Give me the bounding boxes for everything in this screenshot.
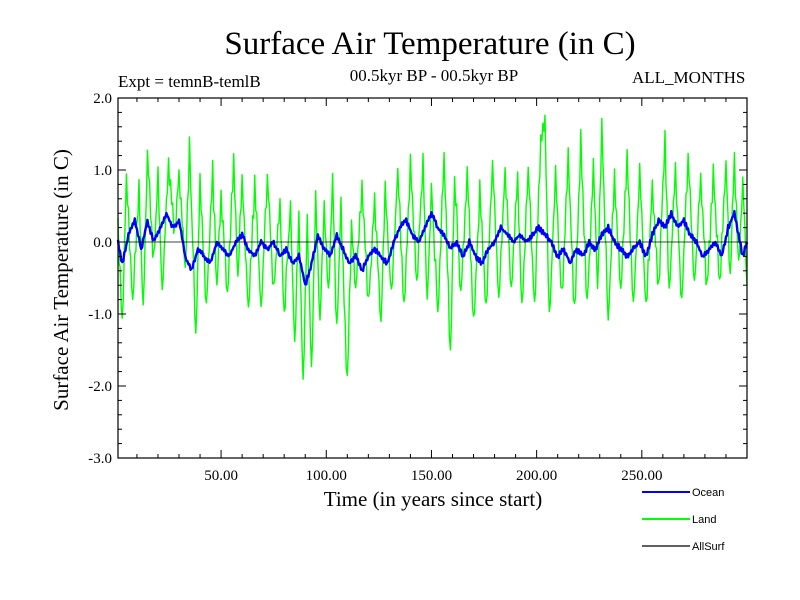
y-tick-label: -1.0 xyxy=(88,307,112,323)
y-tick-label: -3.0 xyxy=(88,451,112,467)
period-label: 00.5kyr BP - 00.5kyr BP xyxy=(349,66,519,85)
series-line-land xyxy=(117,114,748,380)
x-axis-label: Time (in years since start) xyxy=(324,487,543,511)
legend: Ocean Land AllSurf xyxy=(642,487,725,553)
y-tick-label: 2.0 xyxy=(93,91,112,107)
y-tick-label: -2.0 xyxy=(88,379,112,395)
x-tick-label: 100.00 xyxy=(306,468,347,484)
chart-title: Surface Air Temperature (in C) xyxy=(224,26,636,62)
plot-frame xyxy=(117,97,748,459)
series-line-ocean xyxy=(116,209,749,286)
legend-label-land: Land xyxy=(692,514,716,526)
y-tick-label: 0.0 xyxy=(93,235,112,251)
legend-label-ocean: Ocean xyxy=(692,487,724,499)
axes-layer: -3.0 -2.0 -1.0 0.0 1.0 2.0 50.00 100.00 150.00 20… xyxy=(88,91,748,484)
y-axis-label: Surface Air Temperature (in C) xyxy=(49,149,73,411)
x-tick-label: 150.00 xyxy=(411,468,452,484)
legend-label-allsurf: AllSurf xyxy=(692,541,725,553)
series-layer xyxy=(116,114,749,380)
x-tick-label: 50.00 xyxy=(204,468,238,484)
months-label: ALL_MONTHS xyxy=(632,68,746,87)
x-tick-label: 200.00 xyxy=(516,468,557,484)
x-tick-label: 250.00 xyxy=(621,468,662,484)
y-tick-label: 1.0 xyxy=(93,163,112,179)
experiment-label: Expt = temnB-temlB xyxy=(118,72,261,91)
